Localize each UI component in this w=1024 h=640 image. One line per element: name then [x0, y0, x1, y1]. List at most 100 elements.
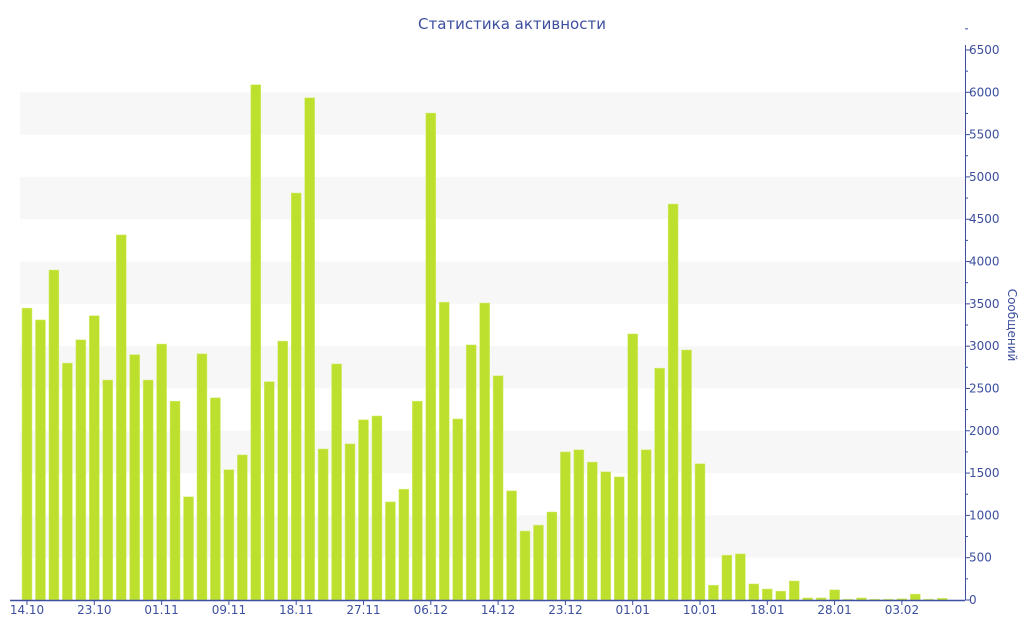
bar: [573, 449, 585, 601]
x-tick-label: 18.11: [279, 603, 313, 617]
x-tick-label: 01.01: [616, 603, 650, 617]
bar: [788, 580, 800, 601]
bar: [412, 400, 423, 601]
bar: [479, 302, 490, 601]
y-tick-label: 5500: [969, 128, 1000, 142]
bar: [277, 340, 288, 601]
bar: [762, 588, 773, 601]
y-tick-label: 0: [969, 593, 977, 607]
axes: 0 500 1000 1500 2000 2500 3000 3500 4000 4500 5000…: [10, 28, 1000, 617]
y-tick-label: 5000: [969, 170, 1000, 184]
bar: [183, 496, 194, 601]
bar: [829, 589, 840, 601]
y-tick-label: 1000: [969, 508, 1000, 522]
bar: [169, 400, 181, 601]
y-tick-label: 1500: [969, 466, 1000, 480]
bar: [492, 375, 504, 601]
bar: [694, 463, 706, 601]
y-axis-label: Сообщений: [1005, 289, 1019, 362]
chart-title: Статистика активности: [418, 15, 606, 33]
bar: [708, 584, 719, 601]
bar: [856, 597, 867, 601]
x-tick-label: 18.01: [750, 603, 784, 617]
bar: [142, 379, 154, 601]
y-tick-label: 4500: [969, 212, 1000, 226]
bar: [129, 354, 140, 601]
bar: [48, 269, 60, 601]
bar: [21, 307, 33, 601]
bar: [519, 530, 531, 601]
bar: [802, 597, 813, 601]
x-tick-label: 27.11: [346, 603, 380, 617]
bar: [721, 554, 733, 601]
bar: [385, 501, 396, 601]
bar: [937, 598, 948, 601]
grid-band: [20, 92, 965, 135]
bar: [775, 590, 787, 601]
bar: [344, 443, 356, 601]
grid-band: [20, 261, 965, 304]
x-tick-label: 14.10: [10, 603, 44, 617]
bar: [681, 349, 692, 601]
bar: [735, 553, 746, 601]
bar: [910, 593, 921, 601]
bar: [371, 415, 383, 601]
bar: [358, 419, 369, 601]
y-tick-label: 2500: [969, 381, 1000, 395]
bar: [331, 363, 342, 601]
y-tick-label: 500: [969, 551, 992, 565]
bar: [210, 397, 221, 601]
bar: [452, 418, 463, 601]
bar: [317, 448, 329, 601]
bar: [223, 469, 235, 601]
bar: [425, 112, 437, 601]
bar: [748, 583, 760, 601]
bar: [546, 511, 558, 601]
x-tick-label: 10.01: [683, 603, 717, 617]
bar: [35, 319, 46, 601]
bar: [89, 315, 100, 601]
x-tick-label: 01.11: [144, 603, 178, 617]
bar: [587, 461, 598, 601]
grid-band: [20, 176, 965, 220]
bar: [75, 339, 87, 601]
y-tick-label: 6500: [969, 43, 1000, 57]
x-tick-label: 23.12: [548, 603, 582, 617]
x-tick-label: 28.01: [817, 603, 851, 617]
bar: [115, 234, 127, 601]
y-tick-label: 3500: [969, 297, 1000, 311]
bar: [398, 488, 410, 601]
x-tick-label: 09.11: [212, 603, 246, 617]
bar: [156, 343, 167, 601]
bar: [290, 192, 302, 601]
bar: [560, 451, 571, 601]
bar: [264, 381, 275, 601]
y-tick-label: 2000: [969, 424, 1000, 438]
x-tick-label: 23.10: [77, 603, 111, 617]
bar: [654, 367, 665, 601]
bar: [533, 524, 544, 601]
bar: [102, 379, 114, 601]
bar: [815, 597, 827, 601]
x-tick-label: 06.12: [414, 603, 448, 617]
bar: [600, 471, 612, 601]
x-tick-label: 03.02: [885, 603, 919, 617]
y-tick-label: 3000: [969, 339, 1000, 353]
bar: [304, 97, 315, 601]
x-tick-label: 14.12: [481, 603, 515, 617]
bar: [627, 333, 638, 601]
bar: [196, 353, 208, 601]
bar: [506, 490, 517, 601]
grid-band: [20, 346, 965, 389]
bar: [250, 84, 262, 601]
y-tick-label: 6000: [969, 85, 1000, 99]
bar: [439, 301, 450, 601]
bar: [237, 454, 248, 601]
bar: [640, 449, 652, 601]
bar: [613, 476, 625, 601]
bar: [667, 203, 679, 601]
y-tick-label: 4000: [969, 255, 1000, 269]
bar: [465, 344, 477, 601]
bar: [62, 362, 73, 601]
